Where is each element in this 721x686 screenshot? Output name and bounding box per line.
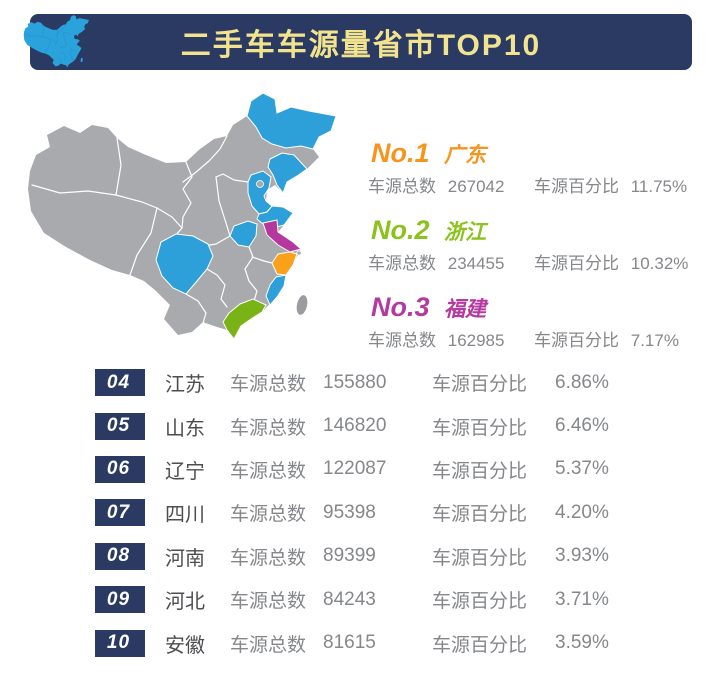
rank-row: 07 四川 车源总数 95398 车源百分比 4.20% [95,491,635,534]
province-name: 江苏 [165,374,205,397]
map-region-shanghai [296,250,302,256]
total-label: 车源总数 [230,547,307,569]
top3-stats: 车源总数 234455 车源百分比 10.32% [368,253,713,275]
map-region-henan [229,220,258,248]
rank-badge: 09 [95,586,145,614]
map-region-zhejiang [271,251,298,276]
percent-value: 3.93% [555,545,609,567]
total-label: 车源总数 [230,374,307,396]
percent-label: 车源百分比 [432,374,528,396]
province-name: 辽宁 [165,460,205,483]
percent-label: 车源百分比 [432,547,528,569]
percent-label: 车源百分比 [534,254,619,273]
percent-value: 11.75% [630,177,688,196]
total-value: 89399 [323,545,376,567]
percent-label: 车源百分比 [432,417,528,439]
rank-badge: 05 [95,412,145,440]
total-label: 车源总数 [230,504,307,526]
china-map [20,85,360,355]
rank-row: 08 河南 车源总数 89399 车源百分比 3.93% [95,535,635,578]
province-name: 福建 [443,298,486,321]
page-title: 二手车车源量省市TOP10 [180,29,542,62]
rank-badge: 04 [95,369,145,397]
province-name: 河北 [165,591,205,614]
percent-label: 车源百分比 [432,504,528,526]
percent-value: 7.17% [630,331,679,350]
rank-row: 05 山东 车源总数 146820 车源百分比 6.46% [95,404,635,447]
percent-value: 3.71% [555,588,609,610]
percent-value: 6.86% [555,371,609,393]
map-region-jiangsu [262,219,303,253]
top3-heading: No.2 浙江 [371,215,713,250]
percent-label: 车源百分比 [534,331,619,350]
rank-label: No.3 [371,292,430,322]
percent-value: 6.46% [555,415,609,437]
total-label: 车源总数 [230,460,307,482]
percent-value: 4.20% [555,501,609,523]
china-map-icon [22,12,94,72]
total-value: 155880 [323,371,387,393]
total-label: 车源总数 [368,177,436,196]
map-region-beijing [256,180,264,188]
top3-item-2: No.2 浙江 车源总数 234455 车源百分比 10.32% [368,215,713,275]
map-region-fujian [265,274,287,306]
total-label: 车源总数 [230,634,307,656]
province-name: 山东 [165,417,205,440]
percent-label: 车源百分比 [534,177,619,196]
top3-panel: No.1 广东 车源总数 267042 车源百分比 11.75% No.2 浙江 [368,138,713,369]
total-value: 146820 [323,415,387,437]
total-label: 车源总数 [230,417,307,439]
percent-value: 10.32% [630,254,689,273]
total-value: 95398 [323,501,376,523]
total-label: 车源总数 [368,331,436,350]
percent-label: 车源百分比 [432,460,528,482]
percent-label: 车源百分比 [432,634,528,656]
top3-item-1: No.1 广东 车源总数 267042 车源百分比 11.75% [368,138,713,198]
rank-badge: 07 [95,499,145,527]
rank-badge: 08 [95,542,145,570]
total-value: 267042 [447,177,505,196]
total-value: 81615 [323,632,376,654]
rank-label: No.1 [371,138,430,168]
top3-item-3: No.3 福建 车源总数 162985 车源百分比 7.17% [368,292,713,352]
total-value: 84243 [323,588,376,610]
icon-taiwan-shape [80,57,83,63]
top3-heading: No.1 广东 [371,138,713,173]
rank-badge: 06 [95,455,145,483]
province-name: 四川 [165,504,205,527]
rank-row: 10 安徽 车源总数 81615 车源百分比 3.59% [95,621,635,664]
china-icon-shape [23,15,89,68]
map-region-liaoning [267,152,308,195]
map-region-taiwan [296,295,308,315]
province-name: 河南 [165,547,205,570]
rank-row: 09 河北 车源总数 84243 车源百分比 3.71% [95,578,635,621]
percent-value: 5.37% [555,458,609,480]
total-value: 162985 [447,331,505,350]
header-bar: 二手车车源量省市TOP10 [30,14,692,70]
percent-label: 车源百分比 [432,591,528,613]
map-region-guangdong [222,298,267,340]
rank-row: 06 辽宁 车源总数 122087 车源百分比 5.37% [95,448,635,491]
top3-stats: 车源总数 162985 车源百分比 7.17% [368,330,713,352]
total-label: 车源总数 [368,254,436,273]
province-name: 浙江 [443,221,486,244]
top3-stats: 车源总数 267042 车源百分比 11.75% [368,176,713,198]
province-name: 安徽 [165,634,205,657]
map-region-heilongjiang [246,92,337,150]
total-value: 234455 [447,254,505,273]
total-label: 车源总数 [230,591,307,613]
rank-row: 04 江苏 车源总数 155880 车源百分比 6.86% [95,361,635,404]
rank-label: No.2 [371,215,430,245]
rank-list: 04 江苏 车源总数 155880 车源百分比 6.86% 05 山东 车源总数… [95,361,635,665]
top3-heading: No.3 福建 [371,292,713,327]
map-region-sichuan [155,233,214,295]
rank-badge: 10 [95,629,145,657]
percent-value: 3.59% [555,632,609,654]
total-value: 122087 [323,458,387,480]
province-name: 广东 [443,144,486,167]
